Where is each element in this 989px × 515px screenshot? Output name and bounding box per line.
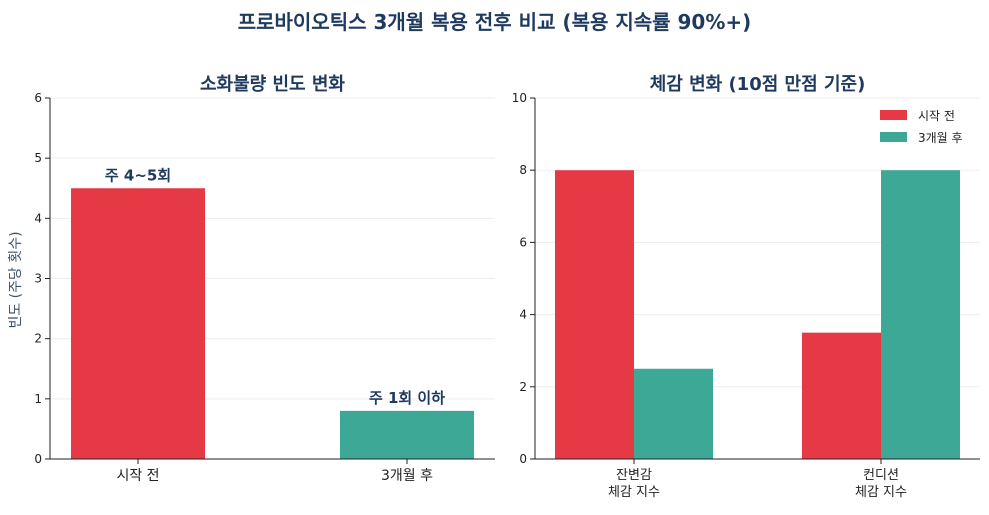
y-tick-label: 8 [519, 163, 527, 177]
right-chart-title: 체감 변화 (10점 만점 기준) [649, 74, 866, 95]
bar-after [881, 170, 960, 459]
y-tick-label: 6 [519, 235, 527, 249]
y-tick-label: 1 [34, 392, 42, 406]
y-tick-label: 0 [519, 452, 527, 466]
legend-label: 시작 전 [918, 109, 955, 123]
bar-before [71, 188, 205, 459]
bar-before [555, 170, 634, 459]
bar-before [802, 332, 881, 459]
left-chart-title: 소화불량 빈도 변화 [199, 74, 345, 95]
legend-swatch [880, 132, 907, 142]
y-tick-label: 0 [34, 452, 42, 466]
x-category-label: 체감 지수 [608, 485, 660, 500]
y-tick-label: 2 [519, 380, 527, 394]
y-tick-label: 4 [34, 211, 42, 225]
y-tick-label: 4 [519, 308, 527, 322]
bar-data-label: 주 4~5회 [105, 166, 171, 184]
y-tick-label: 10 [512, 91, 527, 105]
x-category-label: 시작 전 [116, 468, 159, 484]
y-axis-label: 빈도 (주당 횟수) [8, 231, 24, 328]
x-category-label: 체감 지수 [855, 485, 907, 500]
y-tick-label: 5 [34, 151, 42, 165]
x-category-label: 컨디션 [863, 468, 899, 483]
legend-swatch [880, 110, 907, 120]
legend-label: 3개월 후 [918, 131, 963, 145]
figure-title: 프로바이오틱스 3개월 복용 전후 비교 (복용 지속률 90%+) [237, 10, 752, 34]
x-category-label: 3개월 후 [381, 468, 433, 484]
y-tick-label: 3 [34, 272, 42, 286]
x-category-label: 잔변감 [616, 468, 652, 483]
bar-data-label: 주 1회 이하 [369, 389, 445, 407]
bar-after [634, 368, 713, 459]
y-tick-label: 2 [34, 332, 42, 346]
bar-after [340, 410, 474, 459]
y-tick-label: 6 [34, 91, 42, 105]
